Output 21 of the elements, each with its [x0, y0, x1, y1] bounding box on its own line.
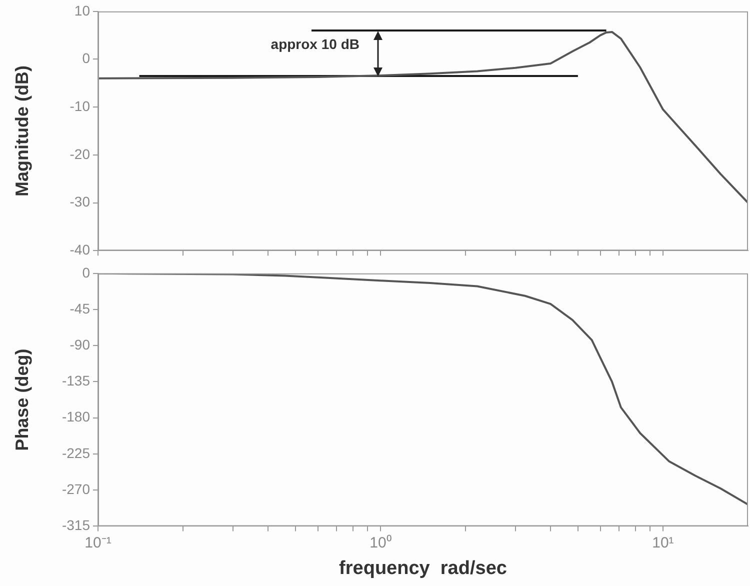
y-tick-label: 0	[82, 50, 90, 66]
x-tick-label: 10⁰	[370, 534, 392, 552]
y-tick-label: -45	[70, 300, 90, 316]
y-tick-label: -135	[62, 372, 90, 389]
y-tick-label: -30	[70, 194, 90, 210]
y-axis-title: Phase (deg)	[12, 348, 32, 451]
y-tick-label: -90	[70, 336, 90, 352]
annotation: approx 10 dB	[270, 36, 360, 52]
y-tick-label: -40	[70, 241, 90, 258]
y-axis-title: Magnitude (dB)	[12, 66, 32, 196]
y-tick-label: -20	[70, 146, 90, 162]
y-tick-label: -270	[62, 480, 90, 497]
y-tick-label: 0	[82, 264, 90, 280]
x-tick-label: 10¹	[652, 534, 674, 552]
x-tick-label: 10⁻¹	[84, 534, 112, 552]
y-tick-label: -315	[62, 517, 90, 534]
x-axis-title: frequency rad/sec	[339, 558, 508, 579]
y-tick-label: -180	[62, 408, 90, 425]
y-tick-label: 10	[74, 2, 90, 18]
y-tick-label: -225	[62, 444, 90, 461]
y-tick-label: -10	[70, 98, 90, 114]
